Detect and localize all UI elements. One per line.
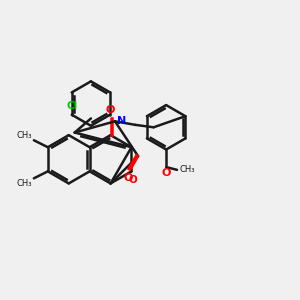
- Text: CH₃: CH₃: [16, 179, 32, 188]
- Text: Cl: Cl: [67, 101, 78, 111]
- Text: N: N: [117, 116, 126, 126]
- Text: O: O: [161, 168, 171, 178]
- Text: O: O: [123, 173, 133, 184]
- Text: CH₃: CH₃: [180, 165, 195, 174]
- Text: O: O: [128, 175, 137, 185]
- Text: CH₃: CH₃: [16, 131, 32, 140]
- Text: O: O: [106, 104, 115, 115]
